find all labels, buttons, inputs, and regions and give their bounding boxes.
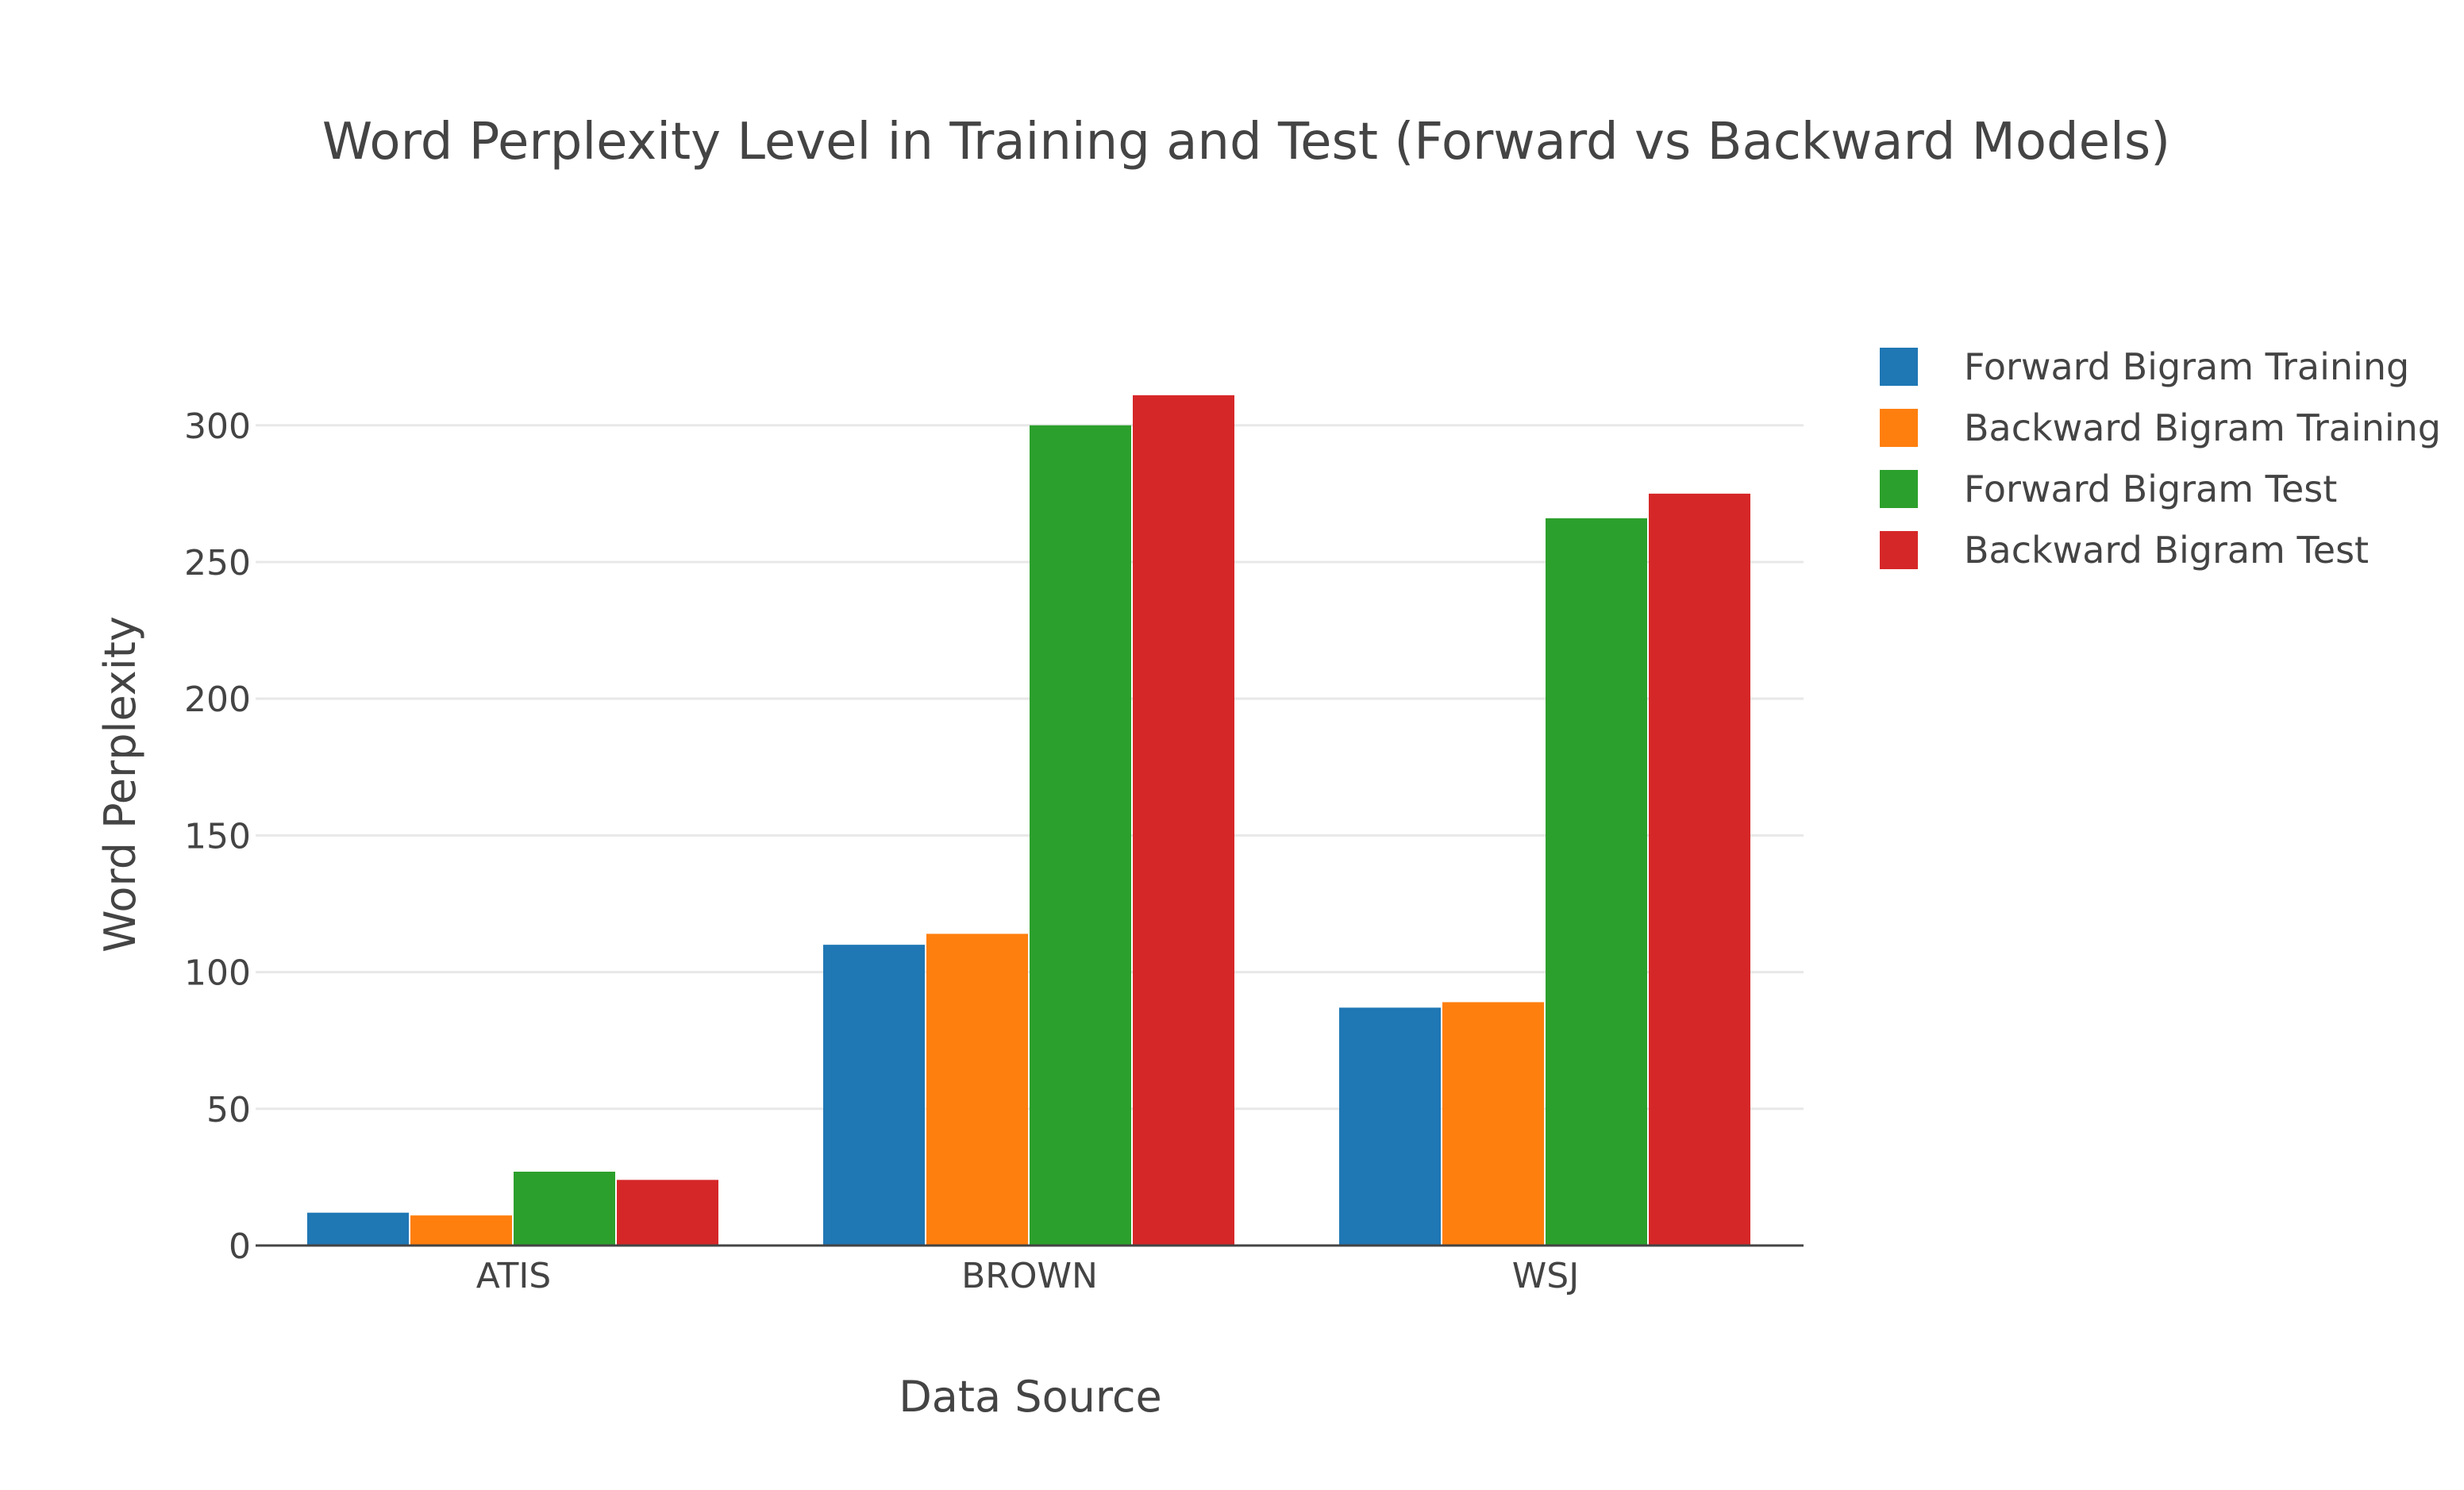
x-tick-labels: ATIS BROWN WSJ	[476, 1256, 1579, 1296]
legend-swatch	[1880, 470, 1918, 508]
y-tick-label: 50	[206, 1090, 251, 1130]
bar-brown-series-2	[926, 934, 1028, 1246]
chart-title: Word Perplexity Level in Training and Te…	[322, 113, 2170, 171]
bar-brown-series-1	[823, 945, 925, 1246]
y-tick-label: 100	[184, 953, 251, 994]
y-tick-label: 300	[184, 406, 251, 447]
legend-label: Backward Bigram Test	[1964, 529, 2369, 572]
bar-wsj-series-1	[1339, 1007, 1441, 1246]
bar-wsj-series-4	[1649, 493, 1750, 1246]
legend: Forward Bigram Training Backward Bigram T…	[1880, 345, 2441, 572]
y-tick-label: 0	[229, 1226, 251, 1267]
bar-brown-series-3	[1030, 425, 1131, 1246]
x-tick-label: BROWN	[961, 1256, 1098, 1296]
bar-atis-series-2	[410, 1215, 512, 1246]
legend-label: Forward Bigram Test	[1964, 468, 2337, 510]
legend-label: Forward Bigram Training	[1964, 345, 2409, 388]
legend-swatch	[1880, 531, 1918, 569]
x-tick-label: ATIS	[476, 1256, 551, 1296]
y-tick-label: 200	[184, 680, 251, 720]
legend-swatch	[1880, 348, 1918, 386]
x-tick-label: WSJ	[1512, 1256, 1579, 1296]
bar-atis-series-3	[514, 1172, 615, 1246]
y-axis-title: Word Perplexity	[95, 616, 145, 953]
y-tick-label: 150	[184, 816, 251, 857]
y-tick-label: 250	[184, 543, 251, 583]
bar-wsj-series-3	[1546, 518, 1647, 1246]
bar-atis-series-1	[307, 1212, 409, 1246]
bar-brown-series-4	[1133, 395, 1234, 1246]
legend-label: Backward Bigram Training	[1964, 406, 2441, 449]
bar-wsj-series-2	[1442, 1002, 1544, 1246]
y-tick-labels: 0 50 100 150 200 250 300	[184, 406, 251, 1267]
x-axis-title: Data Source	[899, 1372, 1162, 1422]
bar-atis-series-4	[617, 1180, 718, 1246]
legend-swatch	[1880, 409, 1918, 447]
bars	[307, 395, 1750, 1246]
